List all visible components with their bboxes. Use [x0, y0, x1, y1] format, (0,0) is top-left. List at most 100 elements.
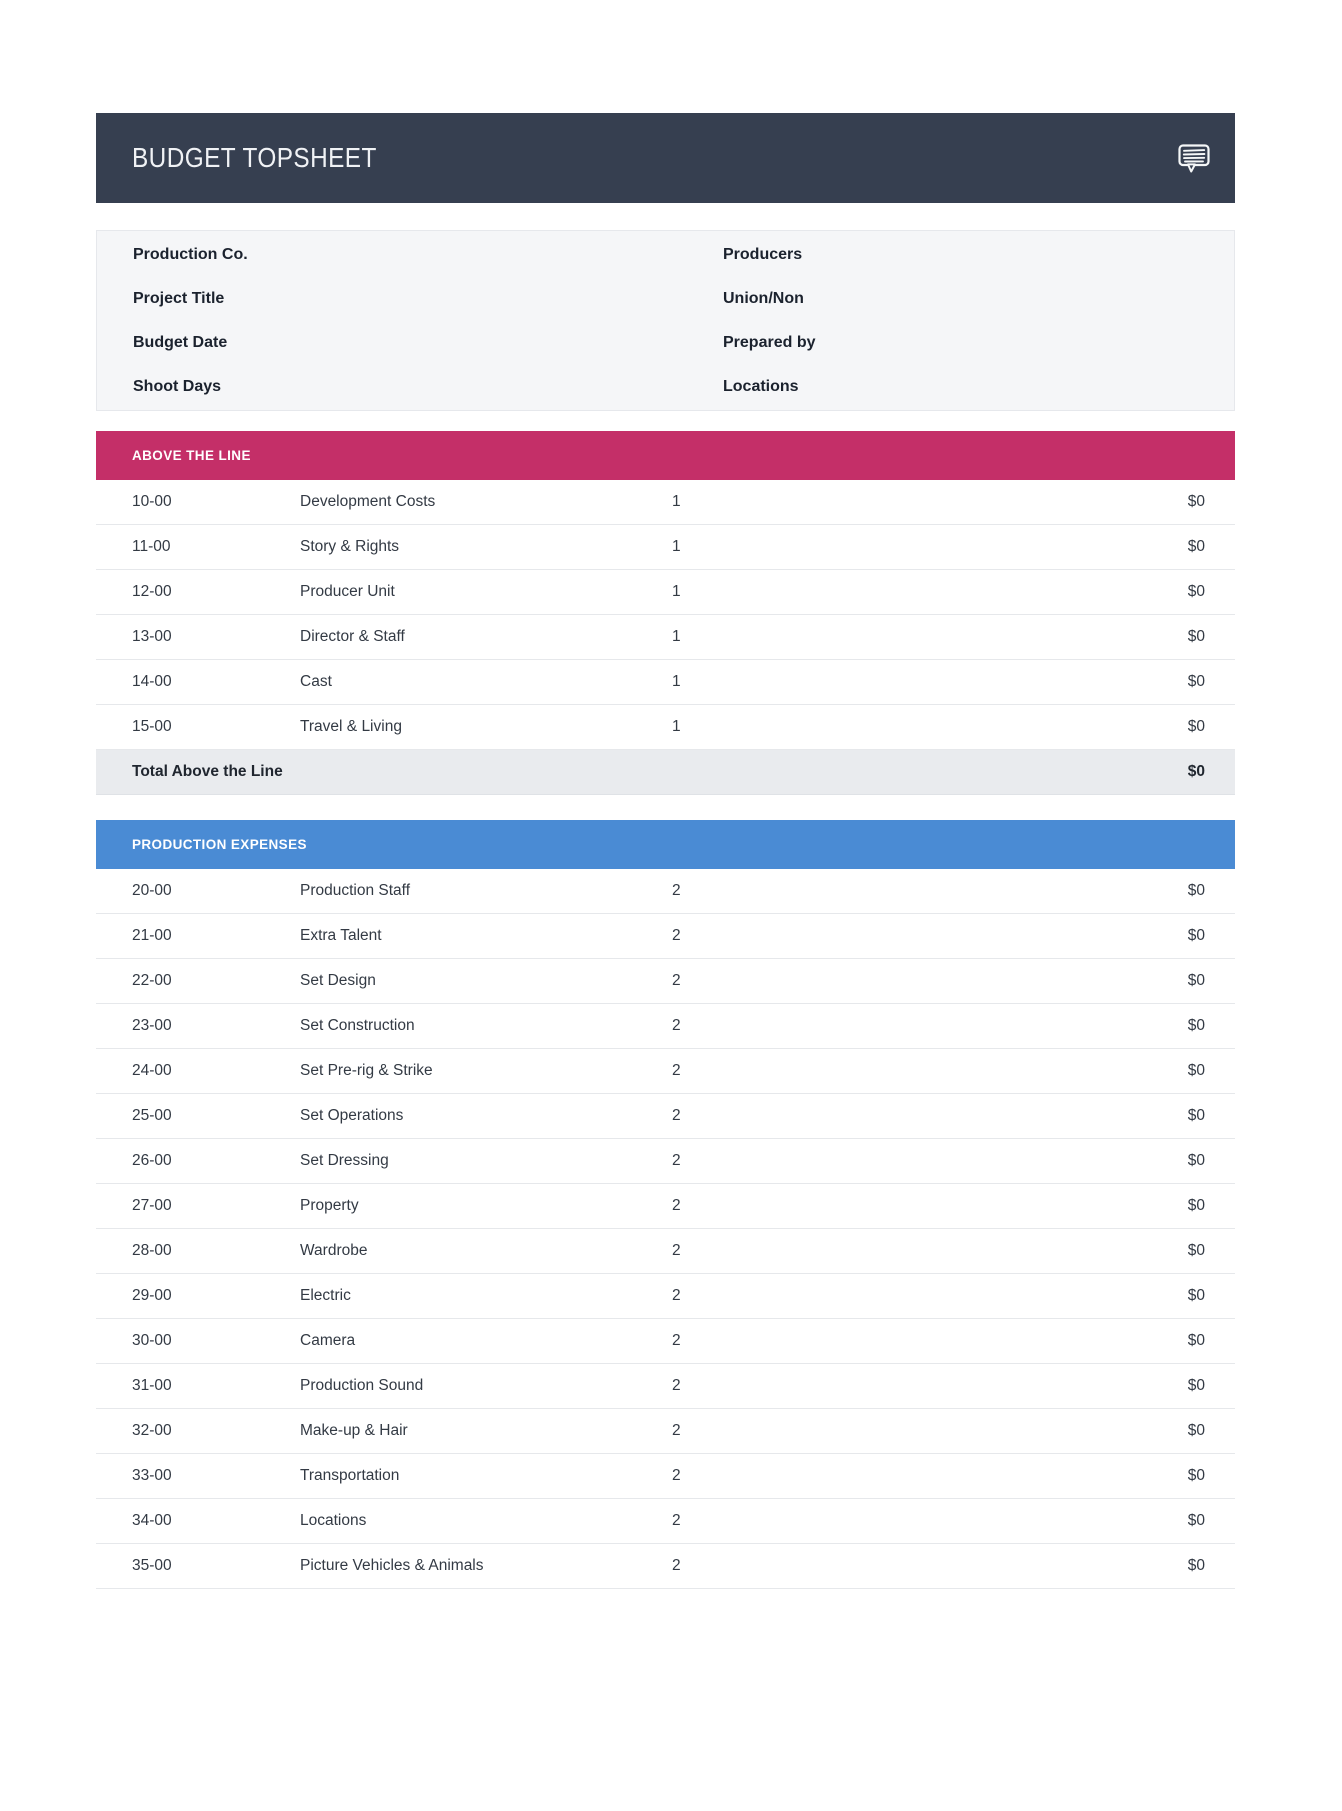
amount-value: $0 [1187, 673, 1205, 690]
account-code: 14-00 [132, 673, 172, 690]
units-value: 2 [672, 1377, 681, 1394]
account-code: 24-00 [132, 1062, 172, 1079]
amount-value: $0 [1187, 882, 1205, 899]
account-description: Set Construction [300, 1017, 415, 1034]
account-code: 12-00 [132, 583, 172, 600]
account-code: 15-00 [132, 718, 172, 735]
info-field-row: Production Co. [133, 233, 723, 277]
units-value: 1 [672, 583, 681, 600]
amount-value: $0 [1187, 1512, 1205, 1529]
account-description: Transportation [300, 1467, 400, 1484]
info-field-label: Producers [723, 246, 803, 263]
account-description: Cast [300, 673, 332, 690]
budget-row: 15-00 Travel & Living 1 $0 [96, 705, 1235, 750]
account-code: 28-00 [132, 1242, 172, 1259]
budget-row: 11-00 Story & Rights 1 $0 [96, 525, 1235, 570]
account-description: Camera [300, 1332, 356, 1349]
account-description: Property [300, 1197, 359, 1214]
info-field-label: Prepared by [723, 334, 816, 351]
account-code: 26-00 [132, 1152, 172, 1169]
info-field-row: Producers [723, 233, 1234, 277]
account-description: Development Costs [300, 493, 436, 510]
budget-row: 27-00 Property 2 $0 [96, 1184, 1235, 1229]
account-code: 31-00 [132, 1377, 172, 1394]
account-description: Set Design [300, 972, 376, 989]
amount-value: $0 [1187, 927, 1205, 944]
page-header: BUDGET TOPSHEET [96, 113, 1235, 203]
budget-row: 24-00 Set Pre-rig & Strike 2 $0 [96, 1049, 1235, 1094]
budget-row: 26-00 Set Dressing 2 $0 [96, 1139, 1235, 1184]
amount-value: $0 [1187, 1422, 1205, 1439]
units-value: 1 [672, 673, 681, 690]
comment-bubble-icon [1178, 144, 1210, 173]
amount-value: $0 [1187, 1017, 1205, 1034]
account-code: 32-00 [132, 1422, 172, 1439]
units-value: 2 [672, 927, 681, 944]
amount-value: $0 [1187, 583, 1205, 600]
account-code: 20-00 [132, 882, 172, 899]
amount-value: $0 [1187, 1377, 1205, 1394]
units-value: 2 [672, 1512, 681, 1529]
info-field-label: Project Title [133, 290, 225, 307]
amount-value: $0 [1187, 493, 1205, 510]
account-description: Set Pre-rig & Strike [300, 1062, 433, 1079]
account-code: 30-00 [132, 1332, 172, 1349]
units-value: 2 [672, 1287, 681, 1304]
units-value: 1 [672, 628, 681, 645]
units-value: 2 [672, 1107, 681, 1124]
units-value: 2 [672, 1017, 681, 1034]
amount-value: $0 [1187, 1467, 1205, 1484]
budget-row: 30-00 Camera 2 $0 [96, 1319, 1235, 1364]
section-header: ABOVE THE LINE [96, 431, 1235, 480]
info-field-row: Shoot Days [133, 365, 723, 409]
section-total-row: Total Above the Line $0 [96, 750, 1235, 795]
budget-row: 14-00 Cast 1 $0 [96, 660, 1235, 705]
units-value: 2 [672, 1467, 681, 1484]
account-description: Travel & Living [300, 718, 402, 735]
account-description: Director & Staff [300, 628, 405, 645]
amount-value: $0 [1187, 628, 1205, 645]
account-code: 13-00 [132, 628, 172, 645]
section-title: ABOVE THE LINE [132, 448, 251, 463]
account-description: Make-up & Hair [300, 1422, 408, 1439]
amount-value: $0 [1187, 1152, 1205, 1169]
account-description: Producer Unit [300, 583, 395, 600]
account-description: Production Staff [300, 882, 411, 899]
budget-row: 13-00 Director & Staff 1 $0 [96, 615, 1235, 660]
budget-row: 25-00 Set Operations 2 $0 [96, 1094, 1235, 1139]
units-value: 2 [672, 1152, 681, 1169]
account-description: Locations [300, 1512, 367, 1529]
total-amount: $0 [1187, 763, 1205, 780]
account-code: 22-00 [132, 972, 172, 989]
account-code: 33-00 [132, 1467, 172, 1484]
account-description: Electric [300, 1287, 351, 1304]
account-code: 35-00 [132, 1557, 172, 1574]
info-field-label: Budget Date [133, 334, 228, 351]
budget-row: 35-00 Picture Vehicles & Animals 2 $0 [96, 1544, 1235, 1589]
amount-value: $0 [1187, 1197, 1205, 1214]
info-field-row: Prepared by [723, 321, 1234, 365]
budget-row: 23-00 Set Construction 2 $0 [96, 1004, 1235, 1049]
amount-value: $0 [1187, 1557, 1205, 1574]
info-left-column: Production Co. Project Title Budget Date Sh… [133, 233, 723, 409]
page-title: BUDGET TOPSHEET [132, 142, 377, 173]
units-value: 2 [672, 1197, 681, 1214]
info-field-label: Production Co. [133, 246, 248, 263]
amount-value: $0 [1187, 718, 1205, 735]
budget-row: 28-00 Wardrobe 2 $0 [96, 1229, 1235, 1274]
info-right-column: Producers Union/Non Prepared by Locations [723, 233, 1234, 409]
budget-row: 21-00 Extra Talent 2 $0 [96, 914, 1235, 959]
account-code: 25-00 [132, 1107, 172, 1124]
total-label: Total Above the Line [132, 763, 283, 780]
section-title: PRODUCTION EXPENSES [132, 837, 307, 852]
comments-button[interactable] [1175, 139, 1213, 177]
info-field-label: Union/Non [723, 290, 804, 307]
account-code: 23-00 [132, 1017, 172, 1034]
units-value: 2 [672, 1062, 681, 1079]
units-value: 2 [672, 972, 681, 989]
amount-value: $0 [1187, 972, 1205, 989]
budget-row: 31-00 Production Sound 2 $0 [96, 1364, 1235, 1409]
units-value: 1 [672, 538, 681, 555]
info-field-row: Budget Date [133, 321, 723, 365]
units-value: 2 [672, 882, 681, 899]
